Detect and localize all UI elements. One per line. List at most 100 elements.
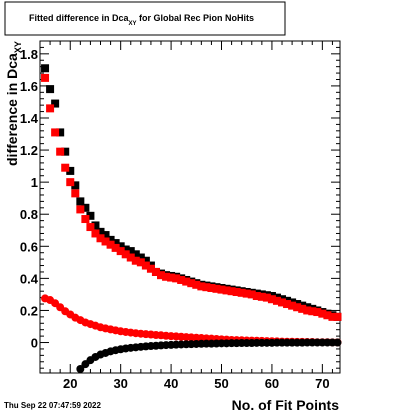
- data-point-square: [116, 242, 125, 251]
- data-point-square: [293, 303, 302, 312]
- data-point-square: [146, 264, 155, 273]
- data-point-circle: [333, 338, 342, 347]
- data-point-square: [157, 271, 166, 280]
- data-point-square: [252, 292, 261, 301]
- data-point-square: [121, 250, 130, 259]
- data-point-square: [61, 147, 70, 156]
- x-tick-label: 60: [265, 376, 279, 391]
- y-tick-label: 0.4: [20, 271, 39, 286]
- data-point-circle: [76, 364, 85, 373]
- data-point-square: [267, 295, 276, 304]
- y-tick-label: 1.2: [20, 143, 38, 158]
- data-point-square: [232, 288, 241, 297]
- data-point-square: [278, 298, 287, 307]
- data-point-square: [111, 239, 120, 248]
- chart-title: Fitted difference in DcaXY for Global Re…: [29, 13, 254, 27]
- data-point-square: [242, 289, 251, 298]
- data-point-square: [91, 229, 100, 238]
- x-tick-label: 40: [164, 376, 178, 391]
- data-point-square: [126, 253, 135, 262]
- y-tick-label: 0.8: [20, 207, 38, 222]
- data-point-square: [131, 256, 140, 265]
- data-point-square: [126, 247, 135, 256]
- y-tick-label: 1.4: [20, 111, 39, 126]
- data-point-square: [81, 215, 90, 224]
- data-point-square: [182, 277, 191, 286]
- data-point-square: [262, 293, 271, 302]
- data-point-square: [318, 309, 327, 318]
- data-point-square: [41, 64, 50, 73]
- data-point-square: [141, 256, 150, 265]
- data-point-square: [141, 261, 150, 270]
- data-point-square: [66, 178, 75, 187]
- data-point-square: [247, 290, 256, 299]
- x-axis-tick-labels: 20 30 40 50 60 70: [63, 376, 330, 391]
- data-point-square: [298, 304, 307, 313]
- x-axis-title: No. of Fit Points: [232, 397, 340, 413]
- y-axis-title-main: difference in Dca: [4, 53, 20, 166]
- data-point-square: [207, 283, 216, 292]
- data-point-square: [167, 273, 176, 282]
- data-point-square: [96, 227, 105, 236]
- x-tick-label: 50: [214, 376, 228, 391]
- data-point-square: [131, 250, 140, 259]
- data-point-square: [136, 258, 145, 267]
- data-point-square: [106, 240, 115, 249]
- y-tick-label: 0: [31, 336, 38, 351]
- data-point-square: [111, 243, 120, 252]
- y-tick-label: 1.6: [20, 79, 38, 94]
- data-point-square: [212, 284, 221, 293]
- data-point-square: [56, 147, 65, 156]
- data-point-square: [162, 272, 171, 281]
- data-point-square: [101, 231, 110, 240]
- y-tick-label: 1.8: [20, 47, 38, 62]
- y-tick-label: 0.2: [20, 303, 38, 318]
- data-point-square: [121, 245, 130, 254]
- data-point-square: [192, 280, 201, 289]
- chart-title-main: Fitted difference in Dca: [29, 13, 130, 23]
- data-point-square: [272, 296, 281, 305]
- data-point-square: [71, 189, 80, 198]
- series-1: [41, 73, 342, 321]
- y-axis-title: difference in DcaXY: [4, 41, 23, 166]
- data-point-square: [51, 128, 60, 137]
- data-point-square: [177, 275, 186, 284]
- data-point-square: [91, 221, 100, 230]
- y-tick-label: 1: [31, 175, 38, 190]
- data-point-square: [222, 286, 231, 295]
- data-point-square: [116, 247, 125, 256]
- data-point-square: [96, 234, 105, 243]
- data-point-square: [76, 197, 85, 206]
- data-point-square: [313, 308, 322, 317]
- data-point-square: [51, 99, 60, 108]
- timestamp: Thu Sep 22 07:47:59 2022: [4, 401, 101, 410]
- y-axis-tick-labels: 0 0.2 0.4 0.6 0.8 1 1.2 1.4 1.6 1.8: [20, 47, 39, 351]
- title-frame: [4, 1, 286, 36]
- data-point-square: [61, 163, 70, 172]
- data-point-square: [46, 104, 55, 113]
- data-point-square: [76, 205, 85, 214]
- data-point-square: [328, 312, 337, 321]
- data-point-square: [217, 285, 226, 294]
- data-point-square: [46, 85, 55, 94]
- data-point-square: [202, 283, 211, 292]
- data-point-square: [288, 301, 297, 310]
- data-points: [41, 64, 342, 373]
- data-point-square: [333, 312, 342, 321]
- chart-title-subscript: XY: [129, 21, 137, 27]
- data-point-square: [136, 253, 145, 262]
- data-point-square: [56, 128, 65, 137]
- data-point-square: [172, 274, 181, 283]
- series-3: [76, 338, 342, 373]
- data-point-square: [86, 211, 95, 220]
- chart-title-suffix: for Global Rec Pion NoHits: [137, 13, 255, 23]
- data-point-square: [86, 223, 95, 232]
- x-axis-ticks: [39, 41, 333, 373]
- data-point-square: [197, 282, 206, 291]
- data-point-square: [66, 166, 75, 175]
- data-point-square: [323, 311, 332, 320]
- y-axis-title-subscript: XY: [13, 41, 23, 53]
- data-point-square: [151, 267, 160, 276]
- plot-frame: [39, 40, 341, 374]
